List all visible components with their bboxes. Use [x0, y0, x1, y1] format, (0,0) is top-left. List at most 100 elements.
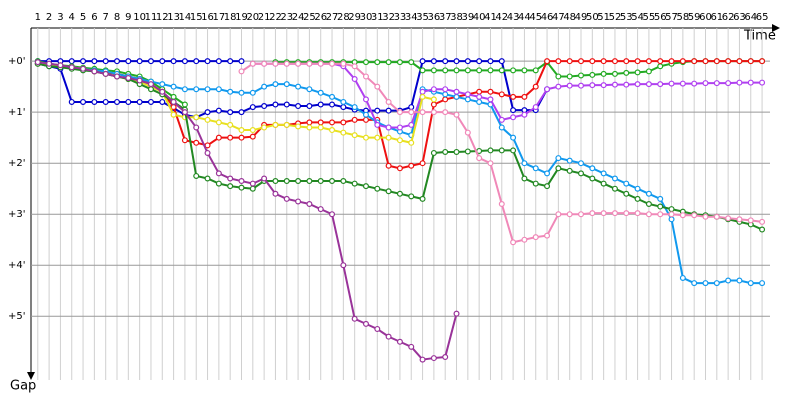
data-point [68, 58, 75, 65]
data-point [193, 114, 200, 121]
data-point [261, 103, 268, 110]
data-point [645, 81, 652, 88]
data-point [283, 81, 290, 88]
data-point [306, 178, 313, 185]
data-point [747, 280, 754, 287]
data-point [238, 127, 245, 134]
x-tick-label: 47 [552, 12, 565, 23]
data-point [204, 58, 211, 65]
data-point [679, 212, 686, 219]
x-tick-label: 51 [597, 12, 610, 23]
data-point [623, 58, 630, 65]
data-point [713, 213, 720, 220]
data-point [385, 98, 392, 105]
y-tick-label: +5' [8, 311, 26, 322]
data-point [283, 195, 290, 202]
data-point [170, 93, 177, 100]
data-point [464, 148, 471, 155]
data-point [510, 107, 517, 114]
data-point [679, 58, 686, 65]
x-tick-label: 20 [246, 12, 259, 23]
data-point [430, 96, 437, 103]
data-point [80, 58, 87, 65]
data-point [736, 216, 743, 223]
data-point [408, 104, 415, 111]
data-point [657, 195, 664, 202]
data-point [645, 201, 652, 208]
data-point [238, 89, 245, 96]
data-point [170, 58, 177, 65]
data-point [102, 70, 109, 77]
data-point [306, 124, 313, 131]
data-point [136, 98, 143, 105]
x-tick-label: 16 [201, 12, 214, 23]
data-point [317, 89, 324, 96]
data-point [498, 91, 505, 98]
data-point [453, 148, 460, 155]
data-point [306, 86, 313, 93]
data-point [306, 201, 313, 208]
data-point [521, 67, 528, 74]
data-point [578, 170, 585, 177]
data-point [555, 165, 562, 172]
data-point [657, 81, 664, 88]
data-point [521, 236, 528, 243]
data-point [464, 58, 471, 65]
data-point [215, 107, 222, 114]
data-point [578, 160, 585, 167]
data-point [329, 101, 336, 108]
data-point [295, 83, 302, 90]
x-tick-label: 63 [733, 12, 746, 23]
x-tick-label: 40 [473, 12, 486, 23]
data-point [623, 69, 630, 76]
data-point [464, 96, 471, 103]
x-tick-label: 17 [212, 12, 225, 23]
y-axis-label: Gap [10, 379, 36, 394]
data-point [215, 119, 222, 126]
x-tick-label: 58 [676, 12, 689, 23]
data-point [430, 355, 437, 362]
x-tick-label: 54 [631, 12, 644, 23]
data-point [362, 134, 369, 141]
data-point [227, 183, 234, 190]
data-point [272, 121, 279, 128]
data-point [227, 134, 234, 141]
data-point [634, 69, 641, 76]
data-point [193, 172, 200, 179]
data-point [249, 185, 256, 192]
x-tick-label: 21 [258, 12, 271, 23]
data-point [329, 119, 336, 126]
data-point [340, 119, 347, 126]
data-point [204, 86, 211, 93]
x-tick-label: 64 [744, 12, 757, 23]
x-tick-label: 11 [145, 12, 158, 23]
data-point [102, 98, 109, 105]
x-tick-label: 42 [495, 12, 508, 23]
data-point [464, 91, 471, 98]
data-point [532, 67, 539, 74]
data-point [555, 83, 562, 90]
data-point [193, 86, 200, 93]
x-axis-arrow [772, 24, 780, 32]
data-point [147, 86, 154, 93]
data-point [442, 96, 449, 103]
data-point [464, 67, 471, 74]
data-point [510, 134, 517, 141]
x-tick-label: 28 [337, 12, 350, 23]
data-point [159, 98, 166, 105]
data-point [419, 195, 426, 202]
data-point [57, 62, 64, 69]
data-point [566, 82, 573, 89]
data-point [351, 63, 358, 70]
x-tick-label: 48 [563, 12, 576, 23]
data-point [249, 60, 256, 67]
data-point [668, 58, 675, 65]
x-tick-label: 38 [450, 12, 463, 23]
x-tick-label: 3 [57, 12, 63, 23]
data-point [713, 280, 720, 287]
data-point [147, 98, 154, 105]
x-tick-label: 57 [665, 12, 678, 23]
data-point [340, 98, 347, 105]
data-point [227, 58, 234, 65]
data-point [589, 58, 596, 65]
